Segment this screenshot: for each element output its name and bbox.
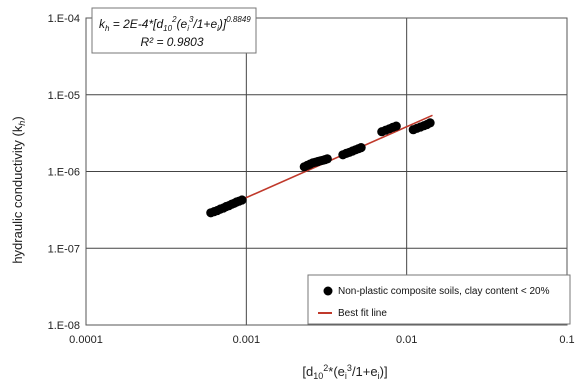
y-tick-label: 1.E-08 xyxy=(48,320,80,332)
equation-box: kh = 2E-4*[d102(ei3/1+ei)]0.8849 R² = 0.… xyxy=(91,7,257,54)
x-tick-label: 0.01 xyxy=(396,334,417,346)
data-point xyxy=(237,195,247,205)
data-point xyxy=(322,154,332,164)
data-point xyxy=(425,118,435,128)
data-point xyxy=(356,143,366,153)
plot-frame xyxy=(85,17,568,326)
equation-text: kh = 2E-4*[d102(ei3/1+ei)]0.8849 xyxy=(99,15,251,33)
x-tick-label: 0.001 xyxy=(233,334,261,346)
y-tick-label: 1.E-07 xyxy=(48,243,80,255)
tick-labels: 0.0001 0.001 0.01 0.1 1.E-08 1.E-07 1.E-06 1.E-… xyxy=(48,13,575,346)
legend-label-fit: Best fit line xyxy=(338,308,387,319)
x-tick-label: 0.0001 xyxy=(69,334,103,346)
equation-box-frame xyxy=(91,7,257,54)
y-axis-title: hydraulic conductivity (kh) xyxy=(10,116,27,263)
legend-frame xyxy=(307,274,571,325)
r-squared-text: R² = 0.9803 xyxy=(140,35,203,49)
data-point xyxy=(391,121,401,131)
legend-marker-points xyxy=(323,286,333,296)
data-points xyxy=(206,118,435,218)
y-tick-label: 1.E-05 xyxy=(48,90,80,102)
legend: Non-plastic composite soils, clay conten… xyxy=(307,274,571,325)
legend-label-points: Non-plastic composite soils, clay conten… xyxy=(338,286,550,297)
x-tick-label: 0.1 xyxy=(559,334,574,346)
y-tick-label: 1.E-06 xyxy=(48,167,80,179)
x-axis-title: [d102*(ei3/1+ei)] xyxy=(302,363,387,381)
y-tick-label: 1.E-04 xyxy=(48,13,80,25)
